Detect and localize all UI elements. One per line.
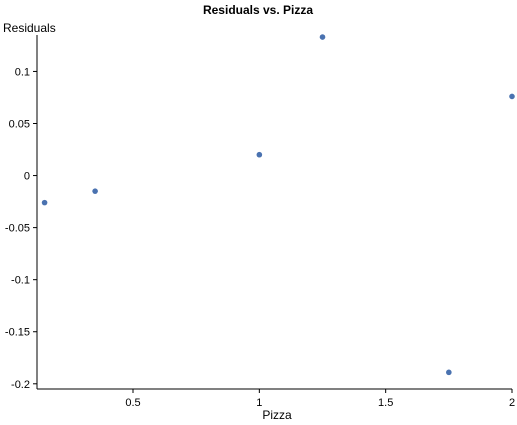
- data-point: [92, 188, 98, 194]
- y-tick-label: -0.2: [11, 379, 30, 391]
- x-tick-label: 1: [256, 397, 262, 409]
- data-point: [41, 199, 48, 206]
- data-point: [446, 369, 452, 376]
- y-tick-label: 0: [24, 171, 30, 183]
- data-point: [319, 34, 326, 40]
- x-axis-ticks: 0.5 1 1.5 2: [125, 389, 515, 409]
- x-tick-label: 0.5: [125, 397, 140, 409]
- data-points: [41, 34, 515, 376]
- y-tick-label: 0.05: [9, 119, 30, 131]
- data-point: [509, 93, 515, 100]
- chart-title: Residuals vs. Pizza: [203, 3, 313, 17]
- x-axis-label: Pizza: [262, 408, 292, 422]
- data-point: [256, 151, 263, 158]
- y-axis-label: Residuals: [3, 21, 56, 35]
- y-tick-label: -0.1: [11, 275, 30, 287]
- y-tick-label: -0.15: [5, 327, 30, 339]
- x-tick-label: 2: [509, 397, 515, 409]
- y-tick-label: 0.1: [15, 66, 30, 78]
- y-axis-ticks: 0.1 0.05 0 -0.05 -0.1 -0.15 -0.2: [5, 66, 37, 391]
- y-tick-label: -0.05: [5, 223, 30, 235]
- x-tick-label: 1.5: [378, 397, 393, 409]
